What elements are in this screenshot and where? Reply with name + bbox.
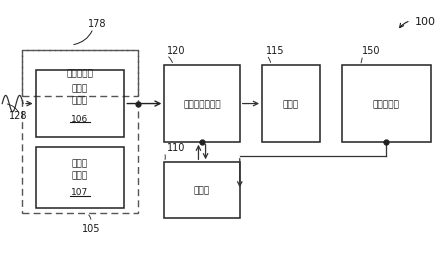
Text: 陀螺仪: 陀螺仪 bbox=[72, 84, 88, 93]
Text: 加速度: 加速度 bbox=[72, 159, 88, 168]
Text: 107: 107 bbox=[71, 187, 88, 196]
Text: 150: 150 bbox=[362, 46, 381, 56]
Text: 110: 110 bbox=[166, 142, 185, 152]
Text: 处理器: 处理器 bbox=[194, 186, 210, 195]
Text: 128: 128 bbox=[9, 110, 28, 121]
Text: 霍尔传感器: 霍尔传感器 bbox=[67, 69, 93, 78]
Text: 100: 100 bbox=[415, 17, 436, 26]
Text: 传感器: 传感器 bbox=[72, 170, 88, 179]
Text: 致动器控制电路: 致动器控制电路 bbox=[183, 100, 221, 109]
Text: 178: 178 bbox=[88, 19, 107, 29]
Text: 115: 115 bbox=[266, 46, 285, 56]
Text: 120: 120 bbox=[166, 46, 185, 56]
Text: 传感器: 传感器 bbox=[72, 96, 88, 105]
Text: 106: 106 bbox=[71, 114, 88, 123]
Text: 图像传感器: 图像传感器 bbox=[373, 100, 400, 109]
Text: 致动器: 致动器 bbox=[283, 100, 299, 109]
Text: 105: 105 bbox=[82, 224, 100, 233]
